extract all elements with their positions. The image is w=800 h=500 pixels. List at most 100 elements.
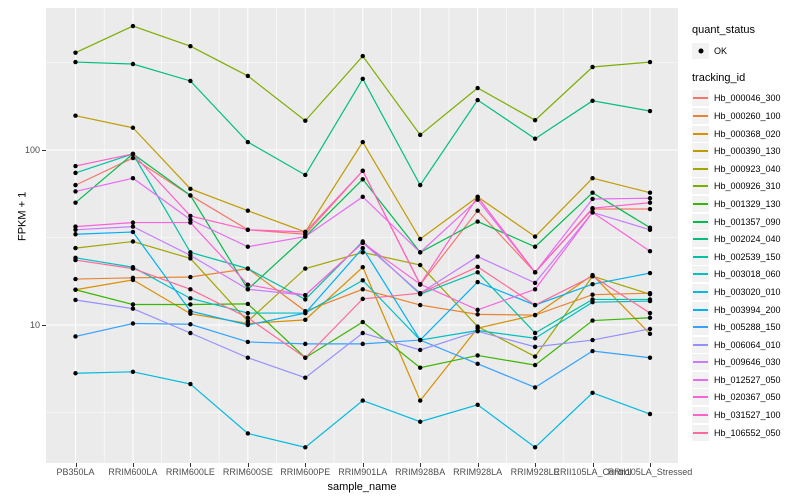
data-point [360, 319, 365, 325]
data-point [532, 344, 538, 350]
legend-key-line-icon [692, 354, 709, 371]
data-point [130, 176, 136, 181]
legend-title-quant-status: quant_status [692, 24, 755, 36]
legend-item-label: Hb_000926_310 [714, 181, 781, 192]
data-point [418, 132, 423, 138]
legend-title-tracking-id: tracking_id [692, 71, 746, 84]
data-point [647, 270, 653, 276]
data-point [188, 274, 193, 280]
data-point [130, 266, 136, 271]
legend-item-tracking: Hb_009646_030 [692, 354, 800, 372]
legend-item-label: Hb_002539_150 [714, 251, 781, 262]
data-point [130, 23, 136, 29]
data-point [245, 431, 251, 436]
legend-item-tracking: Hb_000926_310 [692, 178, 800, 196]
data-point [418, 262, 423, 268]
x-tick-mark [477, 463, 479, 467]
data-point [130, 369, 136, 375]
legend-item-label: Hb_005288_150 [714, 322, 781, 333]
data-point [360, 330, 365, 336]
legend-item-label: Hb_001329_130 [714, 198, 781, 209]
data-point [532, 445, 538, 450]
data-point [532, 118, 538, 123]
line-swatch-icon [693, 431, 708, 434]
data-point [130, 155, 136, 161]
data-point [360, 168, 365, 174]
line-swatch-icon [693, 220, 708, 223]
data-point [475, 402, 480, 407]
x-tick-label: RRIM600LA [108, 467, 158, 477]
line-swatch-icon [693, 396, 708, 399]
y-tick-mark [42, 150, 46, 151]
data-point [590, 64, 595, 70]
data-point [188, 193, 193, 198]
data-point [245, 322, 251, 328]
legend-tracking-items: Hb_000046_300 Hb_000260_100 Hb_000368_020 H… [692, 90, 800, 442]
data-point [475, 264, 480, 270]
y-tick-label: 10 [29, 320, 40, 330]
legend-item-tracking: Hb_002024_040 [692, 230, 800, 248]
data-point [130, 277, 136, 283]
data-point [475, 279, 480, 285]
x-tick-label: RRIM600LE [165, 467, 215, 477]
data-point [475, 85, 480, 91]
data-point [73, 189, 78, 194]
data-point [532, 312, 538, 318]
data-point [532, 234, 538, 239]
data-point [245, 319, 251, 324]
legend-item-tracking: Hb_002539_150 [692, 248, 800, 266]
legend-item-label: Hb_001357_090 [714, 216, 781, 227]
legend-key-line-icon [692, 301, 709, 318]
line-swatch-icon [693, 308, 708, 311]
data-point [647, 355, 653, 360]
x-tick-mark [420, 463, 422, 467]
data-point [73, 50, 78, 55]
x-tick-label: RRII105LA_Control [553, 467, 632, 477]
y-tick-label: 100 [24, 145, 40, 155]
data-point [303, 172, 308, 178]
data-point [647, 315, 653, 320]
data-point [73, 245, 78, 251]
data-point [418, 282, 423, 287]
x-tick-label: RRIM928LE [510, 467, 560, 477]
data-point [303, 118, 308, 123]
data-point [73, 276, 78, 282]
data-point [590, 337, 595, 343]
data-point [73, 371, 78, 376]
data-point [590, 176, 595, 181]
data-point [475, 312, 480, 317]
data-point [188, 256, 193, 261]
data-point [360, 278, 365, 283]
data-point [130, 229, 136, 235]
data-point [475, 307, 480, 313]
data-point [73, 163, 78, 169]
legend: quant_status OK tracking_id Hb_000046_30… [692, 24, 800, 453]
line-swatch-icon [693, 255, 708, 258]
data-point [360, 398, 365, 403]
data-point [360, 240, 365, 245]
legend-key-line-icon [692, 319, 709, 336]
legend-key-line-icon [692, 160, 709, 177]
legend-key-line-icon [692, 371, 709, 388]
legend-item-label: Hb_012527_050 [714, 374, 781, 385]
x-tick-label: RRIM928BA [395, 467, 446, 477]
data-point [590, 390, 595, 395]
data-point [647, 291, 653, 297]
data-point [360, 245, 365, 251]
data-point [73, 200, 78, 205]
data-point [245, 301, 251, 307]
data-point [418, 290, 423, 296]
data-point [647, 108, 653, 114]
data-point [188, 186, 193, 192]
x-tick-mark [650, 463, 651, 467]
data-point [245, 266, 251, 271]
data-point [73, 224, 78, 229]
data-point [303, 341, 308, 347]
line-swatch-icon [693, 361, 708, 364]
legend-item-tracking: Hb_006064_010 [692, 336, 800, 354]
data-point [475, 270, 480, 275]
data-point [188, 213, 193, 219]
data-point [647, 200, 653, 205]
legend-item-tracking: Hb_031527_100 [692, 406, 800, 424]
data-point [73, 232, 78, 237]
